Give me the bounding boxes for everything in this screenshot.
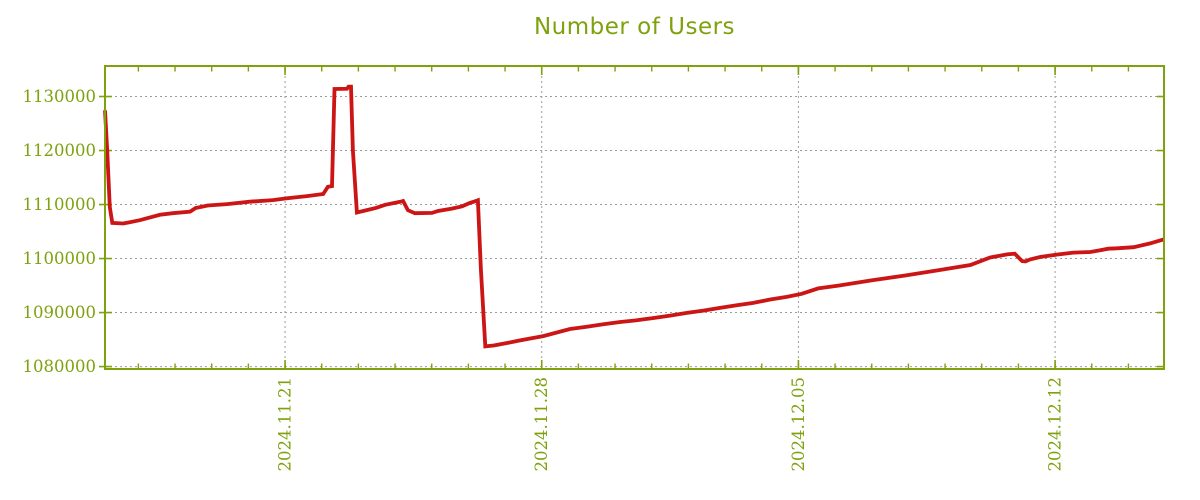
plot-border	[104, 65, 1165, 370]
y-tick-label: 1080000	[23, 357, 97, 376]
chart-title: Number of Users	[533, 14, 736, 40]
y-tick-label: 1110000	[23, 195, 97, 214]
y-tick-label: 1120000	[23, 141, 97, 160]
x-tick-label: 2024.12.05	[789, 377, 808, 471]
y-tick-label: 1090000	[23, 303, 97, 322]
y-tick-label: 1100000	[23, 249, 97, 268]
x-tick-label: 2024.11.21	[276, 377, 295, 471]
x-tick-label: 2024.12.12	[1046, 377, 1065, 471]
x-tick-label: 2024.11.28	[532, 377, 551, 471]
y-tick-label: 1130000	[23, 87, 97, 106]
series-line	[103, 84, 1165, 349]
